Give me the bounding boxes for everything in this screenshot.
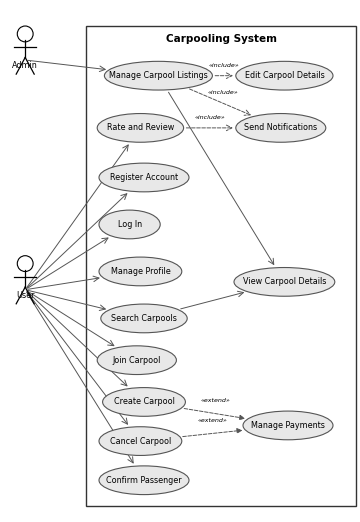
Text: Manage Profile: Manage Profile bbox=[111, 267, 170, 276]
Text: «include»: «include» bbox=[207, 90, 238, 94]
Text: Manage Payments: Manage Payments bbox=[251, 421, 325, 430]
Text: «extend»: «extend» bbox=[201, 398, 230, 403]
Ellipse shape bbox=[17, 256, 33, 271]
Ellipse shape bbox=[104, 62, 212, 90]
Text: Confirm Passenger: Confirm Passenger bbox=[106, 476, 182, 485]
Ellipse shape bbox=[99, 163, 189, 192]
Ellipse shape bbox=[236, 114, 326, 143]
Text: Admin: Admin bbox=[12, 61, 38, 70]
Text: View Carpool Details: View Carpool Details bbox=[243, 277, 326, 287]
Text: Send Notifications: Send Notifications bbox=[244, 123, 318, 133]
Text: Search Carpools: Search Carpools bbox=[111, 314, 177, 323]
Ellipse shape bbox=[99, 257, 182, 286]
Text: Cancel Carpool: Cancel Carpool bbox=[110, 436, 171, 446]
Text: Create Carpool: Create Carpool bbox=[113, 397, 175, 407]
Ellipse shape bbox=[17, 26, 33, 42]
Text: Carpooling System: Carpooling System bbox=[166, 34, 277, 44]
Text: Join Carpool: Join Carpool bbox=[113, 355, 161, 365]
Ellipse shape bbox=[99, 466, 189, 495]
Text: «include»: «include» bbox=[209, 63, 239, 68]
Bar bbox=[86, 26, 356, 506]
Ellipse shape bbox=[99, 427, 182, 455]
Text: Log In: Log In bbox=[117, 220, 142, 229]
Text: User: User bbox=[16, 291, 35, 300]
Text: Manage Carpool Listings: Manage Carpool Listings bbox=[109, 71, 208, 80]
Text: Register Account: Register Account bbox=[110, 173, 178, 182]
Ellipse shape bbox=[101, 304, 187, 333]
Ellipse shape bbox=[234, 267, 335, 296]
Ellipse shape bbox=[97, 114, 184, 143]
Ellipse shape bbox=[243, 411, 333, 440]
Ellipse shape bbox=[97, 346, 176, 375]
Text: Rate and Review: Rate and Review bbox=[107, 123, 174, 133]
Text: «extend»: «extend» bbox=[197, 418, 227, 423]
Ellipse shape bbox=[99, 210, 160, 239]
Ellipse shape bbox=[103, 387, 185, 417]
Text: Edit Carpool Details: Edit Carpool Details bbox=[244, 71, 324, 80]
Ellipse shape bbox=[236, 62, 333, 90]
Text: «include»: «include» bbox=[194, 115, 225, 120]
